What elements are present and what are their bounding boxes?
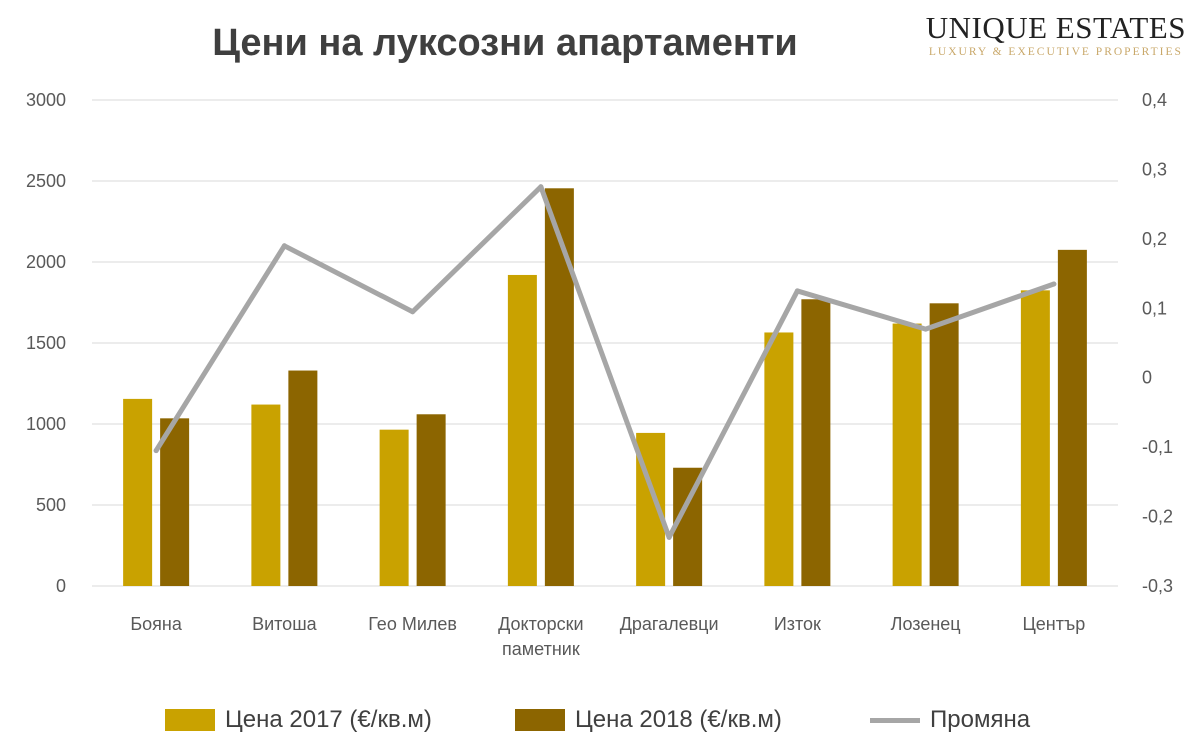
y-left-tick-label: 1500 (26, 333, 66, 353)
category-label: Център (1022, 614, 1085, 634)
bar-2018 (801, 299, 831, 586)
change-point (153, 448, 159, 454)
change-line (153, 184, 1057, 540)
y-right-tick-label: -0,2 (1142, 507, 1173, 527)
y-right-tick-label: 0,4 (1142, 90, 1167, 110)
y-left-tick-label: 2000 (26, 252, 66, 272)
bar-2018 (160, 418, 190, 586)
y-left-tick-label: 3000 (26, 90, 66, 110)
y-right-tick-label: 0,1 (1142, 298, 1167, 318)
category-label: Бояна (130, 614, 183, 634)
y-left-tick-label: 0 (56, 576, 66, 596)
bar-2018 (544, 188, 574, 587)
category-label: Драгалевци (620, 614, 719, 634)
legend-item-2018: Цена 2018 (€/кв.м) (515, 700, 782, 740)
y-left-tick-label: 500 (36, 495, 66, 515)
bar-2017 (764, 332, 794, 586)
category-label: паметник (502, 639, 580, 659)
legend-item-2017: Цена 2017 (€/кв.м) (165, 700, 432, 740)
y-right-tick-label: 0 (1142, 368, 1152, 388)
chart-title: Цени на луксозни апартаменти (212, 22, 798, 64)
legend-swatch-change (870, 717, 920, 723)
category-label: Витоша (252, 614, 318, 634)
y-left-tick-label: 2500 (26, 171, 66, 191)
combo-chart: 0 500 1000 1500 2000 2500 3000 -0,3 -0,2 -0,1 0 0,1… (26, 90, 1173, 659)
y-right-tick-label: 0,2 (1142, 229, 1167, 249)
brand-logo: UNIQUE ESTATES LUXURY & EXECUTIVE PROPER… (926, 10, 1186, 58)
change-point (281, 243, 287, 249)
logo-sub-text: LUXURY & EXECUTIVE PROPERTIES (928, 46, 1183, 58)
bar-2017 (379, 429, 409, 586)
legend-label-2018: Цена 2018 (€/кв.м) (575, 706, 782, 733)
legend-label-2017: Цена 2017 (€/кв.м) (225, 706, 432, 733)
legend-swatch-2017 (165, 709, 215, 731)
bar-2017 (251, 404, 281, 586)
bar-2018 (929, 303, 959, 586)
bar-2017 (1020, 290, 1050, 586)
bar-2017 (507, 274, 537, 586)
y-right-tick-label: -0,3 (1142, 576, 1173, 596)
change-point (794, 288, 800, 294)
bar-2018 (288, 370, 318, 586)
y-right-tick-label: -0,1 (1142, 437, 1173, 457)
category-label: Лозенец (891, 614, 961, 634)
change-point (1051, 281, 1057, 287)
change-point (410, 309, 416, 315)
y-right-tick-label: 0,3 (1142, 159, 1167, 179)
category-label: Докторски (498, 614, 583, 634)
bar-2017 (123, 398, 153, 586)
change-point (923, 326, 929, 332)
bar-2018 (416, 414, 446, 586)
bar-2018 (1057, 249, 1087, 586)
category-label: Гео Милев (368, 614, 457, 634)
change-point (538, 184, 544, 190)
y-left-tick-label: 1000 (26, 414, 66, 434)
change-point (666, 534, 672, 540)
logo-main-text: UNIQUE ESTATES (925, 10, 1186, 45)
category-label: Изток (774, 614, 821, 634)
legend-item-change: Промяна (870, 700, 1030, 740)
chart-legend: Цена 2017 (€/кв.м) Цена 2018 (€/кв.м) Пр… (0, 700, 1200, 740)
legend-swatch-2018 (515, 709, 565, 731)
legend-label-change: Промяна (930, 706, 1031, 733)
bar-2017 (892, 323, 922, 586)
